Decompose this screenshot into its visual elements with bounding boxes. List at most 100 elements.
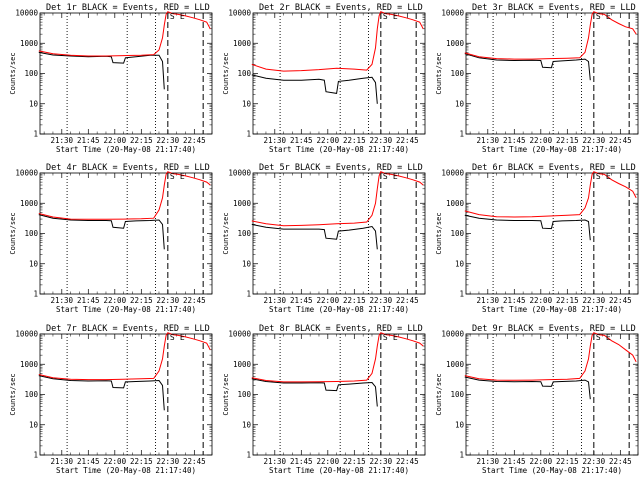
x-tick-label: 22:15 — [556, 296, 579, 305]
marker-label-e: E — [393, 12, 398, 21]
x-tick-label: 22:00 — [530, 136, 553, 145]
y-tick-label: 1 — [246, 130, 251, 139]
x-tick-label: 22:30 — [157, 136, 180, 145]
y-tick-label: 1 — [459, 130, 464, 139]
marker-label-e: E — [180, 12, 185, 21]
marker-label-e: E — [393, 333, 398, 342]
x-axis-label: Start Time (20-May-08 21:17:40) — [482, 305, 622, 314]
marker-label-s: S — [383, 172, 388, 181]
x-tick-label: 22:15 — [556, 457, 579, 466]
y-tick-label: 100 — [24, 390, 38, 399]
x-axis-label: Start Time (20-May-08 21:17:40) — [56, 305, 196, 314]
x-tick-label: 22:30 — [583, 136, 606, 145]
panel-det-1: Det 1r BLACK = Events, RED = LLD 1 10 100 10… — [9, 3, 213, 154]
x-tick-label: 22:00 — [317, 296, 340, 305]
series-lld-line — [464, 332, 637, 381]
x-tick-label: 21:45 — [290, 296, 313, 305]
y-tick-label: 10000 — [441, 169, 464, 178]
y-tick-label: 1 — [459, 290, 464, 299]
marker-label-e: E — [606, 333, 611, 342]
plot-frame — [465, 172, 639, 295]
y-tick-label: 10 — [455, 99, 465, 108]
panel-det-8: Det 8r BLACK = Events, RED = LLD 1 10 100 10… — [222, 324, 426, 475]
y-tick-label: 100 — [24, 229, 38, 238]
series-events-line — [38, 51, 165, 90]
series-events-line — [251, 378, 378, 407]
y-tick-label: 10 — [242, 259, 252, 268]
x-tick-label: 21:30 — [477, 296, 500, 305]
y-tick-label: 1 — [459, 451, 464, 460]
x-axis-label: Start Time (20-May-08 21:17:40) — [482, 145, 622, 154]
panel-title: Det 8r BLACK = Events, RED = LLD — [259, 324, 423, 334]
x-axis-label: Start Time (20-May-08 21:17:40) — [269, 305, 409, 314]
y-tick-label: 10000 — [15, 330, 38, 339]
marker-label-e: E — [393, 172, 398, 181]
panel-det-6: Det 6r BLACK = Events, RED = LLD 1 10 100 10… — [435, 163, 639, 314]
y-tick-label: 10 — [29, 259, 39, 268]
y-tick-label: 100 — [237, 229, 251, 238]
x-tick-label: 21:30 — [51, 296, 74, 305]
panel-title: Det 7r BLACK = Events, RED = LLD — [46, 324, 210, 334]
x-tick-label: 22:00 — [317, 457, 340, 466]
x-tick-label: 22:45 — [609, 296, 632, 305]
x-tick-label: 22:15 — [130, 457, 153, 466]
y-axis-label: Counts/sec — [9, 373, 17, 415]
x-tick-label: 22:45 — [183, 457, 206, 466]
series-lld-line — [464, 11, 637, 60]
marker-label-e: E — [606, 12, 611, 21]
series-lld-line — [251, 332, 424, 383]
x-tick-label: 22:30 — [370, 136, 393, 145]
series-events-line — [251, 74, 378, 104]
x-tick-label: 21:45 — [503, 136, 526, 145]
x-tick-label: 21:30 — [477, 136, 500, 145]
y-tick-label: 10000 — [228, 330, 251, 339]
series-lld-line — [251, 11, 424, 72]
x-tick-label: 22:15 — [130, 296, 153, 305]
x-tick-label: 22:30 — [157, 296, 180, 305]
x-tick-label: 22:15 — [343, 136, 366, 145]
marker-label-s: S — [170, 12, 175, 21]
x-tick-label: 22:00 — [530, 457, 553, 466]
y-tick-label: 100 — [450, 229, 464, 238]
y-tick-label: 10 — [242, 420, 252, 429]
y-tick-label: 100 — [450, 69, 464, 78]
y-axis-label: Counts/sec — [222, 373, 230, 415]
series-lld-line — [251, 171, 424, 227]
y-tick-label: 1000 — [20, 39, 39, 48]
series-lld-line — [38, 11, 211, 57]
x-tick-label: 21:45 — [77, 296, 100, 305]
x-tick-label: 21:30 — [264, 136, 287, 145]
series-lld-line — [464, 171, 637, 218]
panel-title: Det 6r BLACK = Events, RED = LLD — [472, 163, 636, 173]
y-axis-label: Counts/sec — [435, 373, 443, 415]
panel-title: Det 1r BLACK = Events, RED = LLD — [46, 3, 210, 13]
x-tick-label: 22:30 — [370, 457, 393, 466]
plot-frame — [39, 333, 213, 456]
y-tick-label: 1 — [246, 451, 251, 460]
panel-det-9: Det 9r BLACK = Events, RED = LLD 1 10 100 10… — [435, 324, 639, 475]
x-tick-label: 21:45 — [290, 136, 313, 145]
series-events-line — [464, 376, 591, 400]
x-tick-label: 22:00 — [104, 296, 127, 305]
x-tick-label: 21:45 — [290, 457, 313, 466]
panel-det-3: Det 3r BLACK = Events, RED = LLD 1 10 100 10… — [435, 3, 639, 154]
y-tick-label: 1000 — [446, 360, 465, 369]
y-axis-label: Counts/sec — [222, 52, 230, 94]
series-events-line — [464, 214, 591, 241]
y-tick-label: 10 — [455, 259, 465, 268]
y-tick-label: 100 — [24, 69, 38, 78]
x-axis-label: Start Time (20-May-08 21:17:40) — [269, 466, 409, 475]
x-tick-label: 22:00 — [104, 457, 127, 466]
marker-label-e: E — [180, 172, 185, 181]
x-tick-label: 22:45 — [396, 457, 419, 466]
x-tick-label: 22:45 — [183, 296, 206, 305]
plot-frame — [252, 12, 426, 135]
x-tick-label: 21:30 — [477, 457, 500, 466]
panel-title: Det 4r BLACK = Events, RED = LLD — [46, 163, 210, 173]
y-tick-label: 1000 — [446, 39, 465, 48]
x-tick-label: 22:45 — [396, 136, 419, 145]
y-axis-label: Counts/sec — [222, 212, 230, 254]
x-tick-label: 22:00 — [104, 136, 127, 145]
y-tick-label: 10 — [29, 420, 39, 429]
